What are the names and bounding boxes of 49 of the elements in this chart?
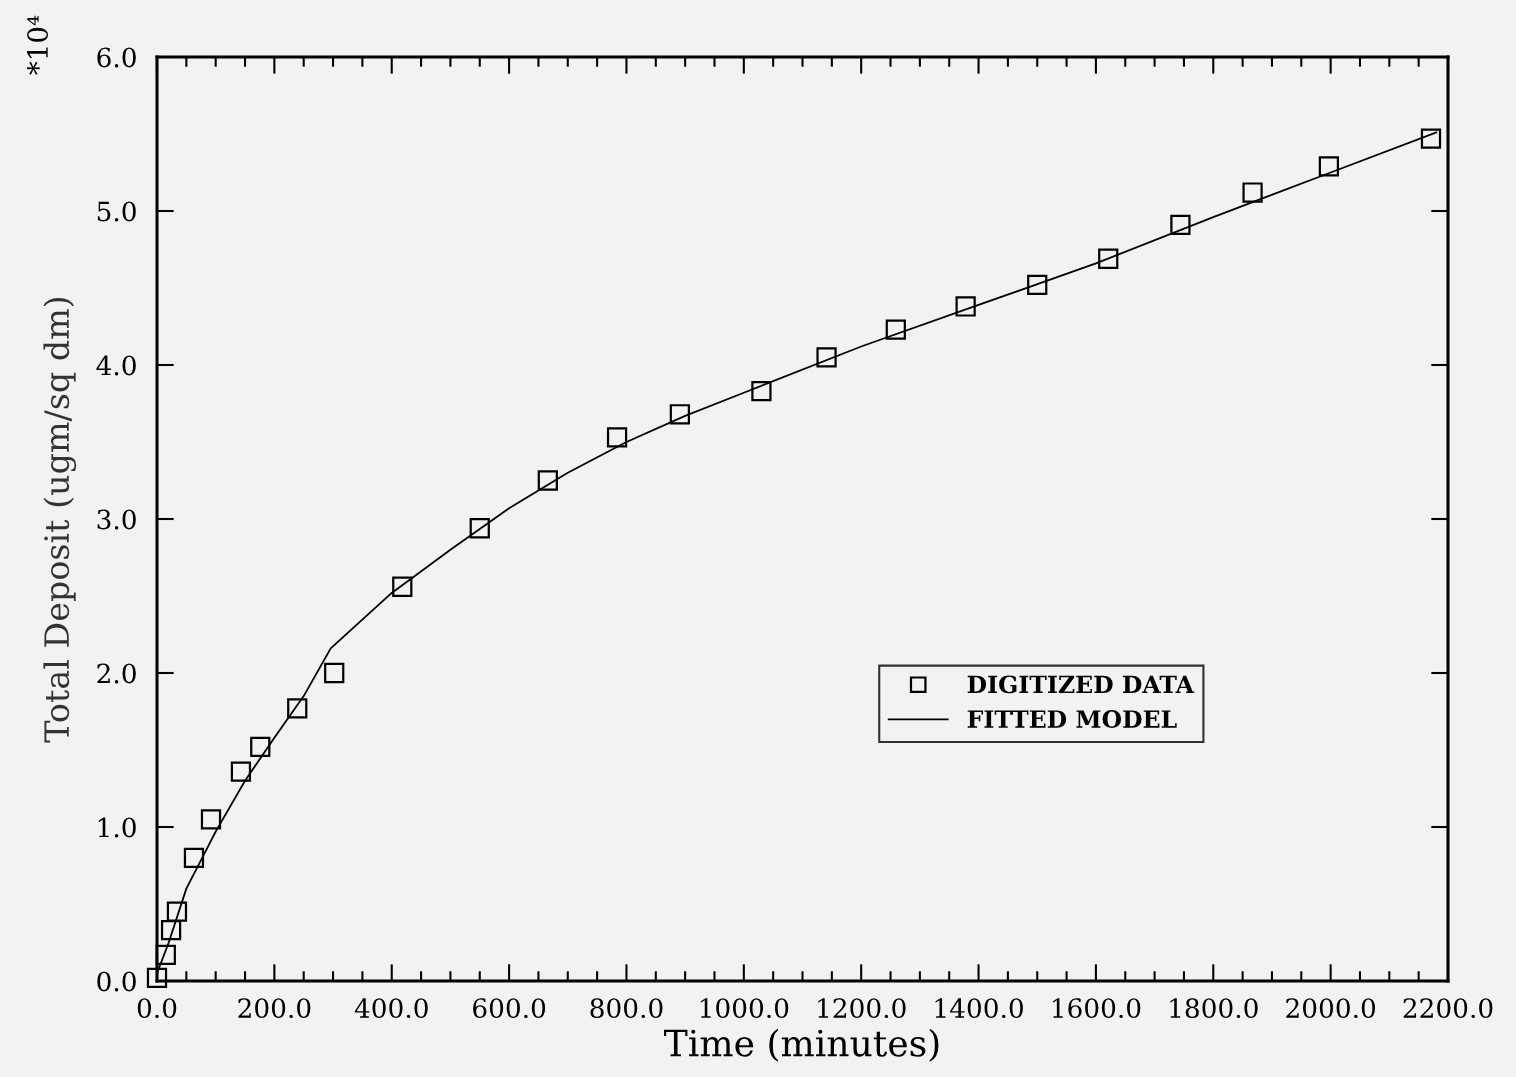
point [183,847,205,868]
point [166,901,188,922]
x-tick-label: 1400.0 [935,998,1023,1019]
point [230,761,252,782]
y-tick-label: 3.0 [97,509,136,530]
y-tick-label: 5.0 [97,201,136,222]
x-tick-label: 1600.0 [1052,998,1141,1019]
point [606,427,628,448]
x-axis-title: Time (minutes) [664,1028,939,1062]
x-tick-label: 200.0 [238,998,311,1019]
point [146,967,168,989]
y-tick-label: 4.0 [96,355,136,376]
x-tick-label: 800.0 [590,998,663,1019]
y-tick-label: 0.0 [97,971,136,992]
point [160,920,182,941]
point [324,662,345,684]
y-tick-label: 1.0 [98,817,136,838]
legend-label: FITTED MODEL [967,710,1177,728]
point [392,576,413,597]
x-tick-label: 2000.0 [1286,998,1376,1019]
y-tick-label: 6.0 [97,47,136,68]
x-tick-label: 1800.0 [1170,998,1258,1019]
x-tick-label: 0.0 [137,998,177,1019]
text: *10⁴ [27,15,49,75]
point [955,296,976,317]
x-tick-label: 1000.0 [700,998,789,1019]
point [1420,128,1442,149]
point [1242,182,1263,203]
point [816,347,837,368]
point [200,809,222,830]
point [469,518,490,539]
y-tick-label: 2.0 [97,663,136,684]
point [885,319,906,340]
point [287,698,308,719]
point [1098,248,1119,269]
legend-label: DIGITIZED DATA [967,675,1195,694]
point [669,404,690,425]
point [1170,214,1191,235]
x-tick-label: 2200.0 [1403,998,1493,1019]
x-tick-label: 1200.0 [818,998,906,1019]
point [155,944,176,965]
point [1318,156,1340,177]
point [751,381,772,402]
x-tick-label: 400.0 [354,998,428,1019]
y-axis-title: Total Deposit (ugm/sq dm) [43,297,77,743]
point [537,470,558,491]
point [250,736,271,758]
x-tick-label: 600.0 [473,998,546,1019]
point [1027,274,1048,296]
